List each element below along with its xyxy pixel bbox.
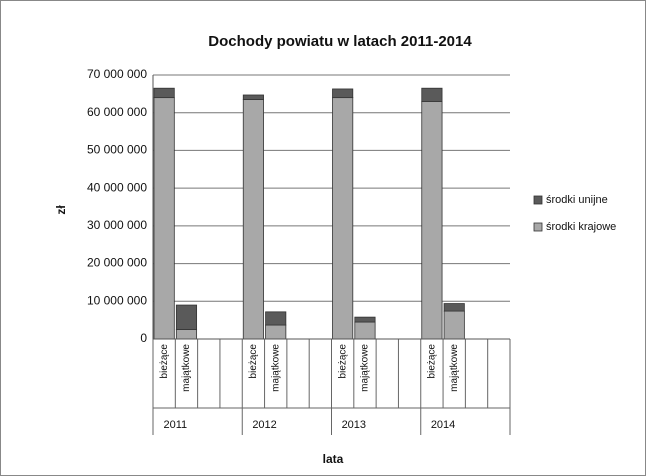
bar-segment [421,101,443,340]
group-label: 2014 [431,419,455,431]
group-label: 2013 [342,419,366,431]
x-tick-label: majątkowe [270,344,281,392]
bar-segment [153,87,175,99]
y-tick-label: 0 [140,331,147,345]
y-tick-label: 30 000 000 [87,218,147,232]
x-tick-label: bieżące [248,344,259,379]
legend-swatch [533,195,543,205]
bar-segment [443,310,465,340]
y-axis-label: zł [54,205,68,215]
bar-segment [265,311,287,326]
x-tick-label: bieżące [159,344,170,379]
x-tick-label: majątkowe [181,344,192,392]
y-tick-label: 60 000 000 [87,105,147,119]
chart-title: Dochody powiatu w latach 2011-2014 [208,33,472,50]
y-tick-label: 50 000 000 [87,143,147,157]
x-axis-label: lata [323,452,344,466]
y-tick-label: 20 000 000 [87,256,147,270]
bar-segment [354,316,376,323]
x-tick-label: majątkowe [360,344,371,392]
bar-segment [153,97,175,340]
bar-segment [354,321,376,340]
x-tick-label: bieżące [427,344,438,379]
bar-segment [175,329,198,340]
y-tick-label: 70 000 000 [87,67,147,81]
group-label: 2011 [163,419,187,431]
bar-segment [332,97,354,340]
x-tick-label: bieżące [337,344,348,379]
x-tick-label: majątkowe [449,344,460,392]
bar-segment [332,88,354,99]
group-label: 2012 [252,419,276,431]
bar-segment [242,94,264,100]
y-tick-label: 40 000 000 [87,180,147,194]
bar-segment [175,304,198,330]
bar-segment [443,303,465,312]
y-tick-label: 10 000 000 [87,293,147,307]
legend-label: środki unijne [546,194,608,206]
legend-swatch [533,222,543,232]
bar-segment [242,99,264,340]
bar-segment [421,87,443,102]
bar-segment [265,324,287,340]
legend-label: środki krajowe [546,221,616,233]
